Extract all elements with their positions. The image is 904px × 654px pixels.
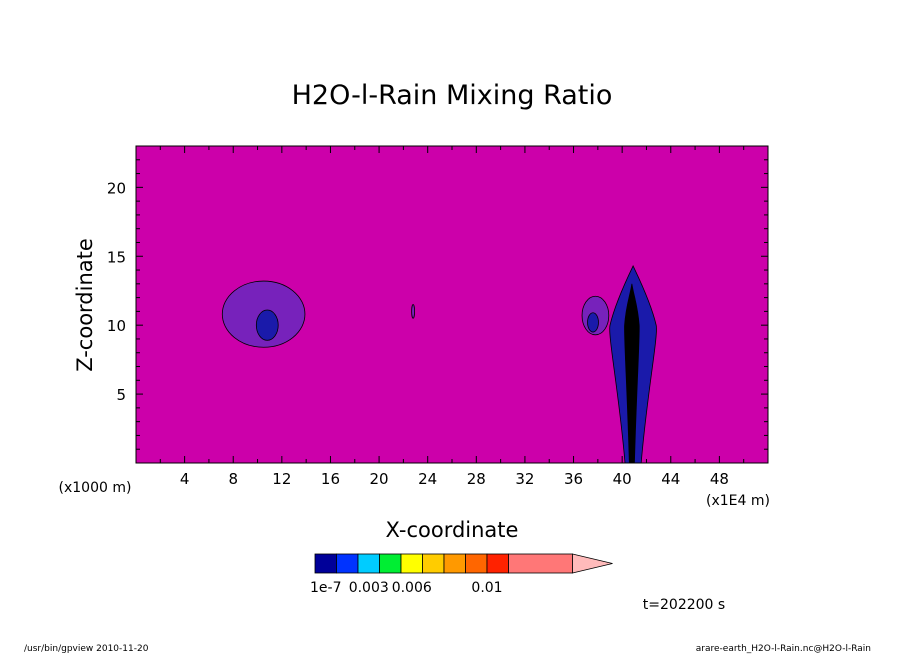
y-tick-label: 20 <box>107 179 126 197</box>
contour-features <box>221 264 657 464</box>
x-unit-label: (x1E4 m) <box>706 493 770 509</box>
colorbar-swatch-2 <box>357 553 380 574</box>
colorbar-label: 0.006 <box>392 580 432 596</box>
colorbar-swatch-3 <box>379 553 402 574</box>
contour-column-6 <box>624 283 640 464</box>
y-tick-label: 10 <box>107 317 126 335</box>
colorbar-swatch-4 <box>400 553 423 574</box>
contour-blob-2 <box>411 304 415 319</box>
colorbar-extend-arrow <box>572 553 613 574</box>
x-axis-label: X-coordinate <box>386 518 519 542</box>
colorbar-swatch-9 <box>508 553 573 574</box>
x-tick-label: 36 <box>564 470 583 488</box>
x-tick-label: 40 <box>613 470 632 488</box>
y-tick-label: 15 <box>107 248 126 266</box>
contour-blob-4 <box>587 312 599 333</box>
y-tick-label: 5 <box>116 386 126 404</box>
x-tick-label: 44 <box>661 470 680 488</box>
x-tick-label: 32 <box>515 470 534 488</box>
x-tick-label: 28 <box>467 470 486 488</box>
contour-blob-1 <box>255 309 279 341</box>
y-axis-label: Z-coordinate <box>73 238 97 372</box>
colorbar-swatch-1 <box>336 553 359 574</box>
colorbar: 1e-7 0.003 0.006 0.01 <box>310 553 613 596</box>
chart-title: H2O-l-Rain Mixing Ratio <box>292 80 613 111</box>
x-tick-label: 16 <box>321 470 340 488</box>
colorbar-swatch-6 <box>443 553 466 574</box>
colorbar-swatch-8 <box>486 553 509 574</box>
x-tick-label: 20 <box>370 470 389 488</box>
colorbar-label: 0.003 <box>349 580 389 596</box>
footer-left: /usr/bin/gpview 2010-11-20 <box>24 644 149 654</box>
colorbar-label: 0.01 <box>471 580 502 596</box>
colorbar-swatch-0 <box>314 553 337 574</box>
footer-right: arare-earth_H2O-l-Rain.nc@H2O-l-Rain <box>696 644 871 654</box>
time-label: t=202200 s <box>643 597 725 613</box>
colorbar-swatch-7 <box>465 553 488 574</box>
x-tick-label: 4 <box>180 470 190 488</box>
x-tick-label: 48 <box>710 470 729 488</box>
x-tick-label: 24 <box>418 470 437 488</box>
x-tick-label: 8 <box>228 470 238 488</box>
colorbar-swatch-5 <box>422 553 445 574</box>
y-unit-label: (x1000 m) <box>59 480 132 496</box>
x-tick-label: 12 <box>272 470 291 488</box>
colorbar-label: 1e-7 <box>310 580 341 596</box>
